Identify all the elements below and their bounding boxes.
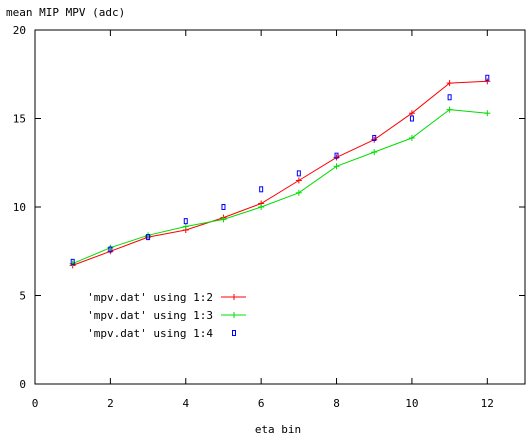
series-3-point (334, 152, 339, 159)
x-tick-label: 12 (481, 397, 494, 410)
series-3-point (409, 115, 414, 122)
series-1-line (72, 80, 488, 266)
series-2-point (295, 189, 302, 196)
x-tick-label: 6 (258, 397, 265, 410)
series-2-point (371, 149, 378, 156)
legend-swatch-marker (232, 330, 236, 336)
legend: 'mpv.dat' using 1:2 'mpv.dat' using 1:3 'm… (87, 291, 246, 340)
y-axis-label: mean MIP MPV (adc) (6, 6, 125, 19)
x-tick-label: 4 (182, 397, 189, 410)
series-3-point (221, 204, 226, 210)
y-tick-label: 10 (13, 201, 26, 214)
series-3-point (485, 74, 490, 81)
series-3 (70, 74, 490, 265)
y-tick-label: 5 (19, 290, 26, 303)
y-ticks: 0 5 10 15 20 (13, 24, 525, 391)
series-2-point (408, 134, 415, 141)
series-1-point (446, 80, 453, 87)
x-tick-label: 8 (333, 397, 340, 410)
series-3-point (70, 258, 75, 265)
x-axis-label: eta bin (255, 423, 301, 436)
series-2-point (182, 223, 189, 230)
series-2-point (484, 110, 491, 117)
series-3-point (447, 94, 452, 101)
x-tick-label: 10 (405, 397, 418, 410)
series-3-point (259, 186, 264, 193)
x-ticks: 0 2 4 6 8 10 12 (32, 30, 494, 410)
series-3-point (296, 170, 301, 177)
series-1-point (333, 154, 340, 161)
legend-swatch-marker (231, 294, 237, 300)
x-tick-label: 2 (107, 397, 114, 410)
series-2-point (446, 106, 453, 113)
x-tick-label: 0 (32, 397, 39, 410)
series-3-point (146, 234, 151, 241)
series-1-point (408, 110, 415, 117)
series-2 (69, 106, 491, 267)
series-3-point (108, 246, 113, 253)
series-1-point (295, 177, 302, 184)
series-3-point (183, 218, 188, 225)
series-2-line (72, 109, 488, 265)
series-2-point (220, 216, 227, 223)
series-1-point (484, 78, 491, 85)
y-tick-label: 0 (19, 378, 26, 391)
series-3-point (372, 134, 377, 141)
legend-label: 'mpv.dat' using 1:4 (87, 327, 213, 340)
legend-label: 'mpv.dat' using 1:3 (87, 309, 213, 322)
series-layer (69, 74, 491, 269)
y-tick-label: 20 (13, 24, 26, 37)
legend-swatch-marker (231, 312, 237, 318)
y-tick-label: 15 (13, 113, 26, 126)
series-2-point (333, 163, 340, 170)
series-2-point (107, 244, 114, 251)
legend-label: 'mpv.dat' using 1:2 (87, 291, 213, 304)
series-2-point (258, 204, 265, 210)
